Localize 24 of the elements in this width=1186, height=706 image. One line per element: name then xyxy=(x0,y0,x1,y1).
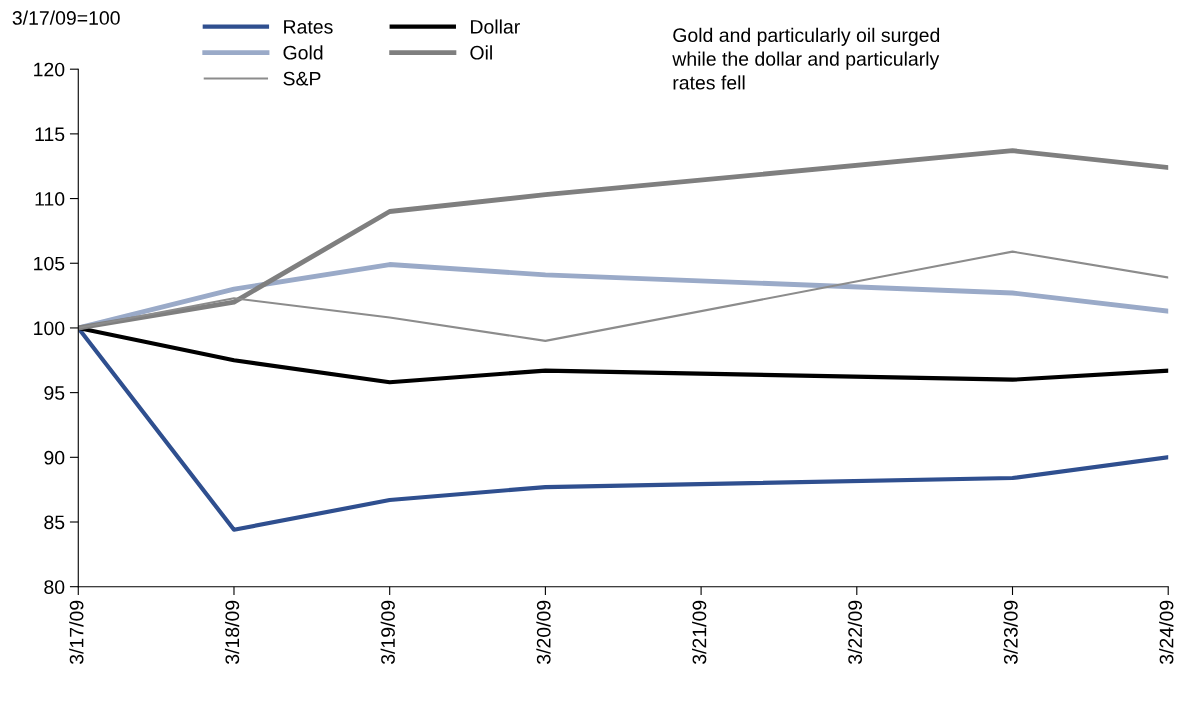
x-tick-label: 3/24/09 xyxy=(1159,600,1174,665)
x-tick-label: 3/23/09 xyxy=(1003,600,1018,665)
y-tick-label: 80 xyxy=(44,580,65,594)
legend-label: Gold xyxy=(283,45,323,60)
y-tick-label: 85 xyxy=(44,515,65,530)
text: 3/17/09=100 xyxy=(12,10,120,25)
legend-label: S&P xyxy=(283,71,321,86)
x-tick-label: 3/17/09 xyxy=(69,600,84,665)
y-tick-label: 110 xyxy=(35,192,65,206)
y-tick-label: 120 xyxy=(34,62,65,77)
x-tick-label: 3/22/09 xyxy=(847,600,863,665)
legend-label: Oil xyxy=(470,45,492,60)
y-tick-label: 90 xyxy=(44,450,65,465)
legend-label: Dollar xyxy=(471,19,520,34)
y-tick-label: 115 xyxy=(35,127,65,142)
x-tick-label: 3/19/09 xyxy=(380,600,395,665)
y-tick-label: 100 xyxy=(34,321,65,336)
legend-label: Rates xyxy=(284,20,333,34)
y-tick-label: 95 xyxy=(44,386,65,400)
x-tick-label: 3/21/09 xyxy=(692,600,707,665)
y-tick-label: 105 xyxy=(34,256,65,271)
x-tick-label: 3/20/09 xyxy=(536,600,551,665)
x-tick-label: 3/18/09 xyxy=(224,600,240,665)
annotation: Gold and particularly oil surged while the dollar and particularly rates fell xyxy=(672,27,940,90)
